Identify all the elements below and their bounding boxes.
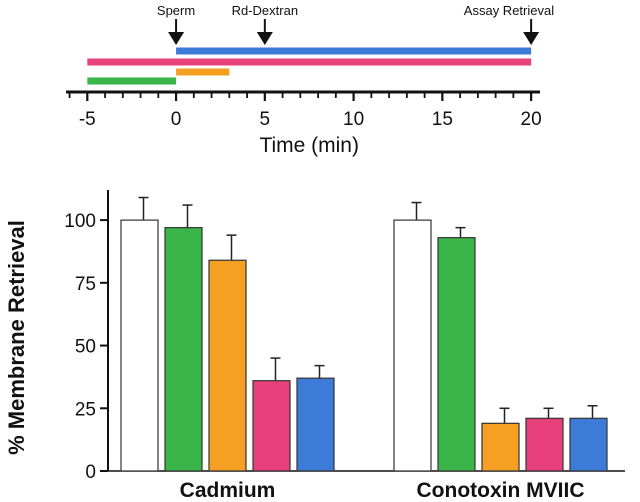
- timeline-tick-label: 20: [521, 109, 542, 130]
- timeline-treatment-bar: [87, 77, 177, 85]
- timeline-tick-label: 5: [260, 109, 271, 130]
- timeline-tick-label: 15: [432, 109, 453, 130]
- event-arrow-head: [523, 32, 540, 45]
- event-label: Sperm: [157, 3, 195, 18]
- data-bar: [120, 219, 159, 472]
- data-bar: [252, 380, 291, 472]
- y-axis-title: % Membrane Retrieval: [4, 220, 29, 455]
- event-arrow-head: [256, 32, 273, 45]
- data-bar: [208, 259, 247, 472]
- data-bar: [525, 417, 564, 472]
- timeline-tick-label: 10: [343, 109, 364, 130]
- y-tick-label: 50: [75, 337, 96, 358]
- timeline-treatment-bar: [87, 58, 532, 66]
- timeline-treatment-bar: [176, 47, 532, 55]
- y-tick-label: 0: [85, 462, 96, 483]
- group-label: Conotoxin MVIIC: [417, 479, 585, 502]
- data-bar: [481, 422, 520, 472]
- event-label: Assay Retrieval: [464, 3, 554, 18]
- timeline-tick-label: 0: [171, 109, 182, 130]
- y-tick-label: 75: [75, 274, 96, 295]
- y-tick-label: 100: [64, 211, 96, 232]
- data-bar: [437, 237, 476, 472]
- timeline-treatment-bar: [176, 68, 230, 76]
- data-bar: [164, 227, 203, 472]
- data-bar: [569, 417, 608, 472]
- event-label: Rd-Dextran: [232, 3, 298, 18]
- timeline-tick-label: -5: [79, 109, 96, 130]
- data-bar: [393, 219, 432, 472]
- y-tick-label: 25: [75, 399, 96, 420]
- event-arrow-head: [168, 32, 185, 45]
- timeline-axis-title: Time (min): [259, 134, 359, 157]
- data-bar: [296, 377, 335, 472]
- group-label: Cadmium: [180, 479, 276, 502]
